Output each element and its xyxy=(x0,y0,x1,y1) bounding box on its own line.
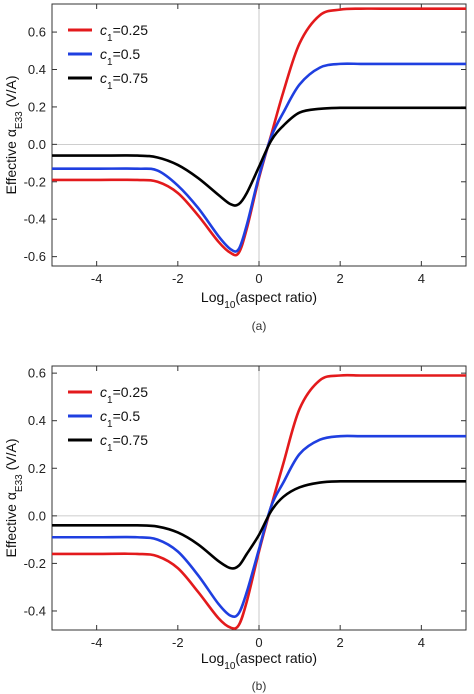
x-tick-label: -4 xyxy=(91,635,103,650)
x-tick-label: 2 xyxy=(337,271,344,286)
legend-label: c1=0.25 xyxy=(100,22,148,44)
x-tick-label: -2 xyxy=(172,271,184,286)
y-tick-label: 0.2 xyxy=(28,461,46,476)
x-tick-label: 4 xyxy=(418,635,425,650)
y-tick-label: 0.6 xyxy=(28,366,46,381)
x-tick-label: -4 xyxy=(91,271,103,286)
y-tick-label: -0.4 xyxy=(24,212,46,227)
x-tick-label: 2 xyxy=(337,635,344,650)
y-axis-label: Effective αE33 (V/A) xyxy=(3,76,25,195)
chart-panel-b: -4 -2 0 2 4 -0.4 -0.2 0.0 0.2 0.4 0.6 c1=0.25c1=0.5… xyxy=(3,365,467,693)
series-line-c1=0.25 xyxy=(52,373,466,630)
x-tick-label: 4 xyxy=(418,271,425,286)
y-tick-label: 0.0 xyxy=(28,508,46,523)
legend-label: c1=0.75 xyxy=(100,432,148,454)
panel-caption: (b) xyxy=(252,679,267,693)
series-line-c1=0.75 xyxy=(52,106,466,207)
y-tick-label: 0.2 xyxy=(28,99,46,114)
y-tick-label: -0.4 xyxy=(24,603,46,618)
x-tick-label: 0 xyxy=(255,271,262,286)
legend-label: c1=0.75 xyxy=(100,70,148,92)
y-tick-label: 0.0 xyxy=(28,137,46,152)
x-tick-label: -2 xyxy=(172,635,184,650)
y-tick-label: 0.6 xyxy=(28,25,46,40)
series-line-c1=0.75 xyxy=(51,479,466,570)
y-tick-label: 0.4 xyxy=(28,413,46,428)
y-tick-label: -0.2 xyxy=(24,556,46,571)
y-tick-label: 0.4 xyxy=(28,62,46,77)
x-axis-label: Log10(aspect ratio) xyxy=(201,289,317,311)
panel-caption: (a) xyxy=(252,319,267,333)
y-axis-label: Effective αE33 (V/A) xyxy=(3,439,25,558)
chart-panel-a: -4 -2 0 2 4-0.6-0.4-0.20.00.20.40.6 c1=0.25c1… xyxy=(3,3,467,333)
series-line-c1=0.5 xyxy=(51,434,466,619)
x-tick-label: 0 xyxy=(255,635,262,650)
series-line-c1=0.5 xyxy=(52,62,466,253)
legend-label: c1=0.25 xyxy=(100,384,148,406)
legend-label: c1=0.5 xyxy=(100,408,140,430)
y-tick-label: -0.6 xyxy=(24,249,46,264)
x-axis-label: Log10(aspect ratio) xyxy=(201,650,317,672)
legend-label: c1=0.5 xyxy=(100,46,140,68)
y-tick-label: -0.2 xyxy=(24,174,46,189)
